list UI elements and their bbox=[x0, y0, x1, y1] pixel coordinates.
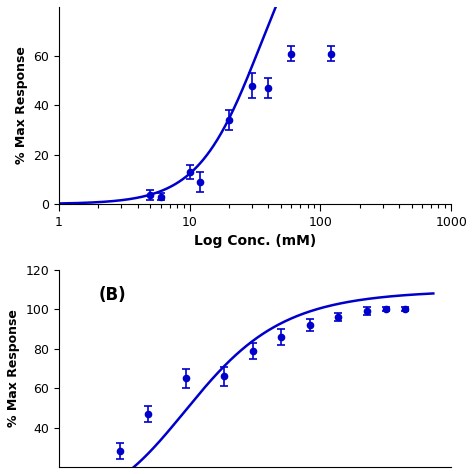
Text: (B): (B) bbox=[98, 286, 126, 304]
Y-axis label: % Max Response: % Max Response bbox=[15, 46, 28, 164]
Y-axis label: % Max Response: % Max Response bbox=[7, 310, 20, 428]
X-axis label: Log Conc. (mM): Log Conc. (mM) bbox=[194, 234, 316, 248]
